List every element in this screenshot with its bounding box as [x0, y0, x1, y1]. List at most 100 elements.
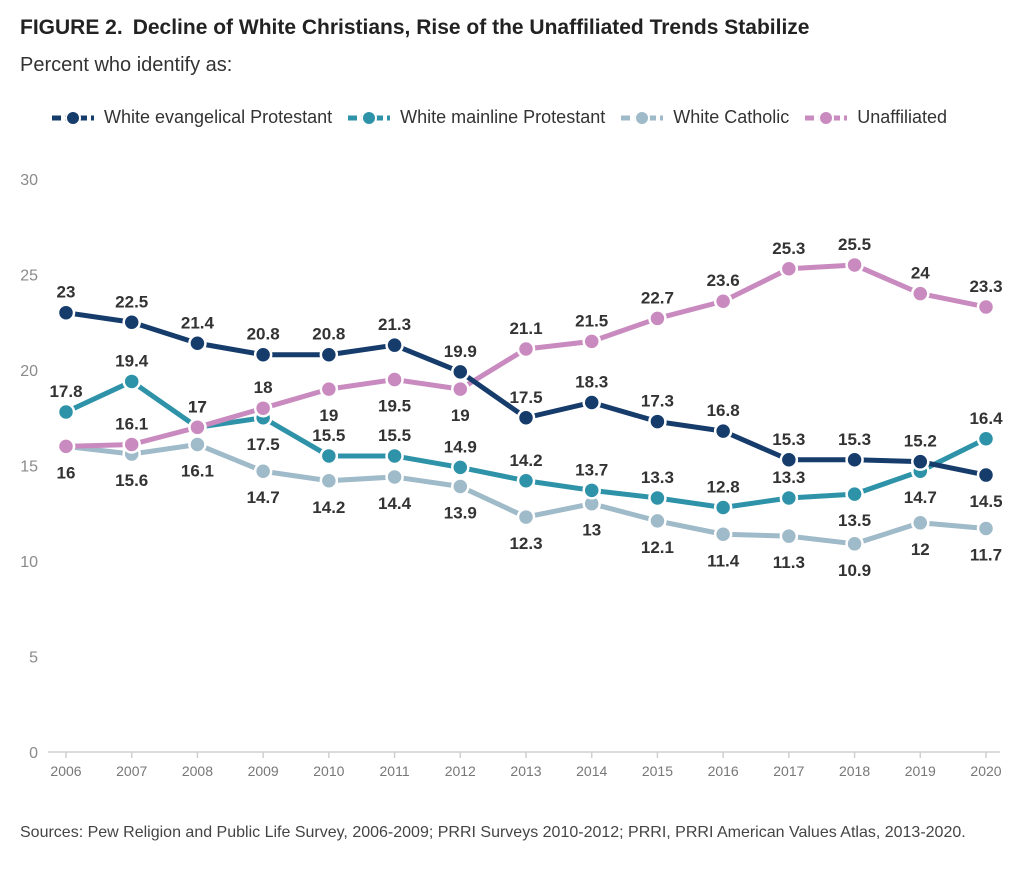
data-point-white-mainline-protestant [122, 372, 141, 391]
data-label-white-evangelical-protestant: 21.4 [181, 313, 215, 332]
data-point-white-catholic [713, 525, 733, 544]
data-point-white-mainline-protestant [779, 488, 799, 508]
data-point-white-evangelical-protestant [976, 465, 996, 485]
data-label-white-catholic: 12 [911, 540, 930, 559]
data-label-unaffiliated: 19 [319, 406, 338, 425]
data-label-white-evangelical-protestant: 17.3 [641, 392, 674, 411]
data-point-white-mainline-protestant [976, 429, 996, 449]
data-label-white-catholic: 13 [582, 521, 601, 540]
source-note: Sources: Pew Religion and Public Life Su… [20, 824, 966, 841]
legend-marker-evangelical [52, 109, 94, 126]
data-point-white-catholic [451, 477, 470, 496]
data-point-white-mainline-protestant [56, 402, 76, 422]
data-point-white-evangelical-protestant [122, 313, 141, 332]
data-point-white-mainline-protestant [648, 488, 667, 508]
data-label-white-evangelical-protestant: 14.5 [969, 492, 1002, 511]
x-tick-label: 2011 [380, 763, 410, 779]
data-point-white-evangelical-protestant [516, 408, 536, 427]
data-label-white-mainline-protestant: 13.7 [575, 460, 608, 479]
data-point-unaffiliated [648, 309, 667, 328]
data-label-unaffiliated: 22.7 [641, 288, 674, 307]
data-label-white-evangelical-protestant: 15.2 [904, 432, 937, 451]
data-label-white-evangelical-protestant: 23 [57, 283, 76, 302]
data-label-white-catholic: 14.7 [247, 488, 280, 507]
y-tick-label: 30 [20, 172, 38, 189]
chart-data-labels: 23 22.5 21.4 20.8 20.8 21.3 19.9 17.5 18.3 17.3 16… [49, 235, 1003, 580]
data-point-white-catholic [319, 471, 339, 491]
chart-title: FIGURE 2. Decline of White Christians, Ri… [20, 16, 809, 40]
y-tick-label: 20 [20, 363, 38, 380]
data-point-white-catholic [648, 511, 667, 531]
data-label-white-evangelical-protestant: 19.9 [444, 342, 477, 361]
data-point-white-catholic [779, 526, 799, 546]
data-point-unaffiliated [779, 259, 799, 279]
data-point-white-catholic [516, 507, 536, 527]
data-point-white-catholic [188, 435, 207, 454]
data-point-white-mainline-protestant [516, 471, 536, 491]
data-point-white-catholic [976, 519, 996, 538]
data-label-white-catholic: 11.3 [773, 553, 805, 572]
data-point-white-evangelical-protestant [911, 452, 930, 471]
data-point-unaffiliated [188, 418, 207, 437]
x-tick-label: 2018 [839, 763, 870, 779]
title-text: Decline of White Christians, Rise of the… [132, 16, 810, 39]
legend-label-evangelical: White evangelical Protestant [104, 107, 333, 127]
x-tick-label: 2017 [773, 763, 804, 779]
data-label-white-evangelical-protestant: 21.3 [378, 315, 411, 334]
data-point-white-mainline-protestant [385, 446, 404, 466]
data-point-white-catholic [845, 534, 864, 554]
x-tick-label: 2008 [182, 763, 213, 779]
chart-axes: 0 5 10 15 20 25 30 2006 2007 2008 2009 2010 2011 2012… [20, 172, 1002, 779]
y-tick-label: 10 [20, 554, 38, 571]
data-label-white-evangelical-protestant: 15.3 [772, 430, 805, 449]
data-point-white-catholic [911, 513, 930, 533]
data-point-white-catholic [385, 467, 404, 487]
data-label-unaffiliated: 25.5 [838, 235, 871, 254]
legend-marker-mainline [348, 109, 391, 126]
data-point-unaffiliated [845, 255, 864, 275]
data-point-unaffiliated [451, 379, 470, 399]
data-point-white-mainline-protestant [451, 458, 470, 477]
legend-item-catholic: White Catholic [619, 107, 789, 128]
legend-item-evangelical: White evangelical Protestant [50, 107, 332, 128]
data-label-white-catholic: 16.1 [181, 461, 214, 480]
data-point-unaffiliated [385, 370, 404, 389]
data-label-white-evangelical-protestant: 15.3 [838, 430, 871, 449]
data-label-white-mainline-protestant: 13.3 [772, 468, 805, 487]
data-label-white-mainline-protestant: 19.4 [115, 351, 149, 370]
data-label-white-catholic: 16 [57, 463, 76, 482]
data-label-white-evangelical-protestant: 17.5 [509, 388, 542, 407]
legend-marker-unaffiliated [805, 109, 848, 126]
data-label-white-mainline-protestant: 14.7 [904, 488, 937, 507]
data-point-unaffiliated [516, 339, 536, 359]
data-point-unaffiliated [319, 379, 339, 399]
data-label-white-catholic: 12.3 [509, 534, 542, 553]
data-label-white-catholic: 11.4 [707, 551, 740, 570]
data-point-unaffiliated [582, 332, 601, 351]
data-point-white-evangelical-protestant [713, 421, 733, 441]
data-label-white-mainline-protestant: 15.5 [312, 426, 345, 445]
legend-item-unaffiliated: Unaffiliated [803, 107, 947, 128]
data-label-unaffiliated: 21.1 [509, 319, 542, 338]
data-label-white-catholic: 14.4 [378, 494, 412, 513]
data-label-unaffiliated: 21.5 [575, 311, 608, 330]
data-label-white-evangelical-protestant: 20.8 [312, 325, 345, 344]
data-point-white-evangelical-protestant [779, 450, 799, 470]
data-point-white-evangelical-protestant [648, 412, 667, 431]
legend-label-mainline: White mainline Protestant [400, 107, 606, 127]
data-point-unaffiliated [253, 398, 273, 418]
legend-item-mainline: White mainline Protestant [346, 107, 605, 128]
chart-legend: White evangelical Protestant White mainl… [50, 107, 961, 128]
data-label-white-catholic: 15.6 [115, 471, 148, 490]
data-label-white-catholic: 14.2 [312, 498, 345, 517]
x-tick-label: 2010 [313, 763, 344, 779]
data-point-white-evangelical-protestant [319, 345, 339, 364]
data-label-unaffiliated: 25.3 [772, 239, 805, 258]
data-label-white-catholic: 13.9 [444, 504, 477, 523]
data-label-unaffiliated: 16.1 [115, 414, 148, 433]
data-point-unaffiliated [976, 297, 996, 317]
data-point-white-mainline-protestant [319, 446, 339, 466]
data-point-white-evangelical-protestant [56, 303, 76, 322]
x-tick-label: 2015 [642, 763, 673, 779]
